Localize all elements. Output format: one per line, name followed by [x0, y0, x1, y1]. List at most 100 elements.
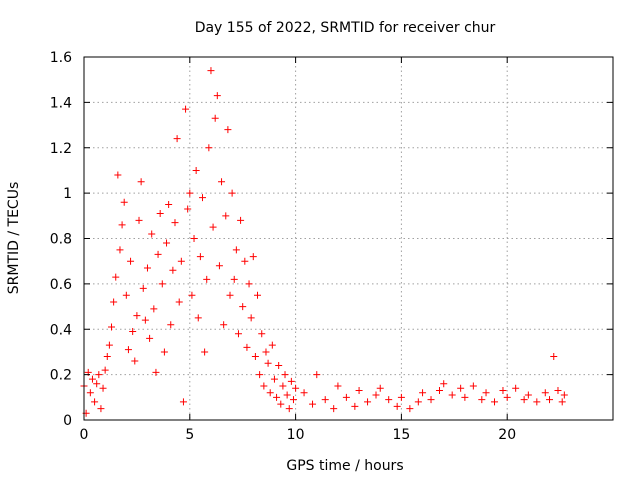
tick-labels: 0 5 10 15 20 0 0.2 0.4 0.6 0.8 1 1.2 1.4 1.6 — [50, 50, 516, 443]
data-point — [393, 402, 401, 410]
data-point — [101, 366, 109, 374]
data-point — [558, 398, 566, 406]
data-point — [281, 371, 289, 379]
data-point — [512, 384, 520, 392]
data-point — [196, 253, 204, 261]
data-point — [160, 348, 168, 356]
x-tick-label: 20 — [498, 427, 516, 443]
data-point — [520, 396, 528, 404]
data-point — [554, 387, 562, 395]
data-point — [108, 323, 116, 331]
y-tick-label: 1.4 — [50, 95, 72, 111]
data-point — [321, 396, 329, 404]
x-tick-label: 10 — [287, 427, 305, 443]
data-point — [524, 391, 532, 399]
data-point — [230, 275, 238, 283]
data-point — [550, 352, 558, 360]
data-point — [137, 178, 145, 186]
data-point — [503, 393, 511, 401]
data-point — [158, 280, 166, 288]
data-point — [461, 393, 469, 401]
data-point — [177, 257, 185, 265]
data-point — [114, 171, 122, 179]
data-point — [222, 212, 230, 220]
data-point — [133, 312, 141, 320]
data-point — [188, 291, 196, 299]
data-point — [129, 328, 137, 336]
x-tick-label: 15 — [392, 427, 410, 443]
data-point — [256, 371, 264, 379]
data-point — [457, 384, 465, 392]
data-point — [234, 330, 242, 338]
data-point — [247, 314, 255, 322]
data-point — [385, 396, 393, 404]
data-point — [249, 253, 257, 261]
data-point — [124, 346, 132, 354]
data-point — [150, 305, 158, 313]
data-point — [167, 321, 175, 329]
data-point — [93, 380, 101, 388]
data-point — [110, 298, 118, 306]
data-point — [169, 266, 177, 274]
data-point — [419, 389, 427, 397]
y-tick-label: 1.6 — [50, 50, 72, 66]
chart-title: Day 155 of 2022, SRMTID for receiver chu… — [195, 20, 496, 36]
y-tick-label: 0.6 — [50, 277, 72, 293]
data-series — [80, 67, 568, 417]
data-point — [533, 398, 541, 406]
data-point — [397, 393, 405, 401]
data-point — [342, 393, 350, 401]
data-point — [91, 398, 99, 406]
data-point — [173, 135, 181, 143]
data-point — [97, 405, 105, 413]
data-point — [184, 205, 192, 213]
data-point — [268, 341, 276, 349]
data-point — [175, 298, 183, 306]
data-point — [203, 275, 211, 283]
data-point — [499, 387, 507, 395]
data-point — [546, 396, 554, 404]
data-point — [260, 382, 268, 390]
data-point — [192, 166, 200, 174]
data-point — [440, 380, 448, 388]
data-point — [105, 341, 113, 349]
data-point — [292, 384, 300, 392]
grid — [84, 57, 613, 420]
data-point — [482, 389, 490, 397]
data-point — [154, 250, 162, 258]
data-point — [194, 314, 202, 322]
data-point — [300, 389, 308, 397]
data-point — [148, 230, 156, 238]
data-point — [201, 348, 209, 356]
data-point — [99, 384, 107, 392]
data-point — [120, 198, 128, 206]
data-point — [289, 396, 297, 404]
data-point — [122, 291, 130, 299]
data-point — [141, 316, 149, 324]
data-point — [112, 273, 120, 281]
data-point — [313, 371, 321, 379]
data-point — [207, 67, 215, 75]
data-point — [127, 257, 135, 265]
axes — [83, 56, 614, 421]
data-point — [541, 389, 549, 397]
data-point — [376, 384, 384, 392]
data-point — [427, 396, 435, 404]
data-point — [435, 387, 443, 395]
data-point — [372, 391, 380, 399]
data-point — [205, 144, 213, 152]
data-point — [156, 210, 164, 218]
data-point — [406, 405, 414, 413]
data-point — [309, 400, 317, 408]
y-tick-label: 0.8 — [50, 232, 72, 248]
data-point — [448, 391, 456, 399]
x-tick-label: 5 — [185, 427, 194, 443]
data-point — [279, 382, 287, 390]
data-point — [334, 382, 342, 390]
data-point — [283, 391, 291, 399]
data-point — [239, 303, 247, 311]
x-tick-label: 0 — [80, 427, 89, 443]
data-point — [351, 402, 359, 410]
data-point — [211, 114, 219, 122]
